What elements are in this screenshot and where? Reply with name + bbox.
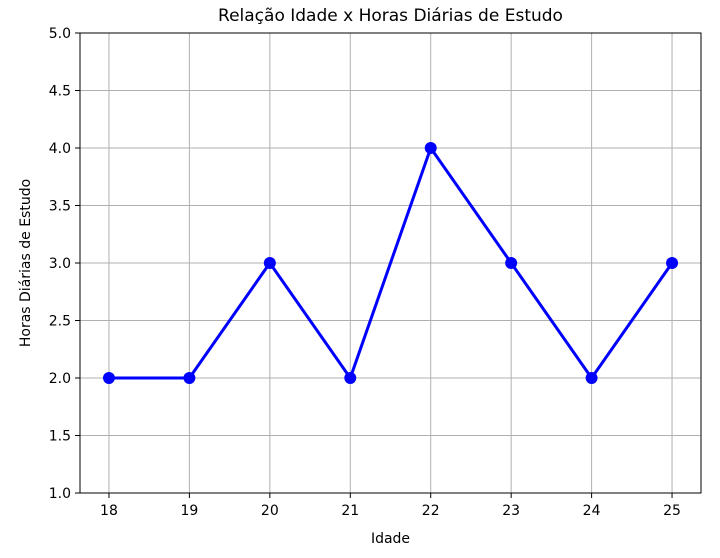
x-tick-label: 18 [100,503,118,519]
axis-ticks: 18 19 20 21 22 23 24 25 1.0 1.5 2.0 2.5 3.0 3.5 4.0 4.5… [49,26,681,519]
chart-title: Relação Idade x Horas Diárias de Estudo [218,6,563,26]
y-tick-label: 3.5 [49,199,71,215]
y-tick-label: 1.0 [49,486,71,502]
data-point [424,142,437,154]
y-tick-label: 3.0 [49,256,71,272]
data-point [585,372,598,384]
x-axis-label: Idade [371,531,410,547]
data-point [183,372,196,384]
x-tick-label: 25 [663,503,681,519]
series-layer [102,142,679,384]
x-tick-label: 22 [422,503,440,519]
y-tick-label: 1.5 [49,429,71,445]
y-tick-label: 2.0 [49,371,71,387]
y-tick-label: 4.5 [49,84,71,100]
y-axis-label: Horas Diárias de Estudo [18,179,34,347]
x-tick-label: 23 [502,503,520,519]
x-tick-label: 24 [583,503,601,519]
series-line [108,146,674,380]
data-point [666,257,679,269]
data-point [505,257,518,269]
y-tick-label: 2.5 [49,314,71,330]
x-tick-label: 19 [180,503,198,519]
data-point [263,257,276,269]
y-tick-label: 4.0 [49,141,71,157]
data-point [102,372,115,384]
y-tick-label: 5.0 [49,26,71,42]
data-point [344,372,357,384]
x-tick-label: 20 [261,503,279,519]
x-tick-label: 21 [341,503,359,519]
